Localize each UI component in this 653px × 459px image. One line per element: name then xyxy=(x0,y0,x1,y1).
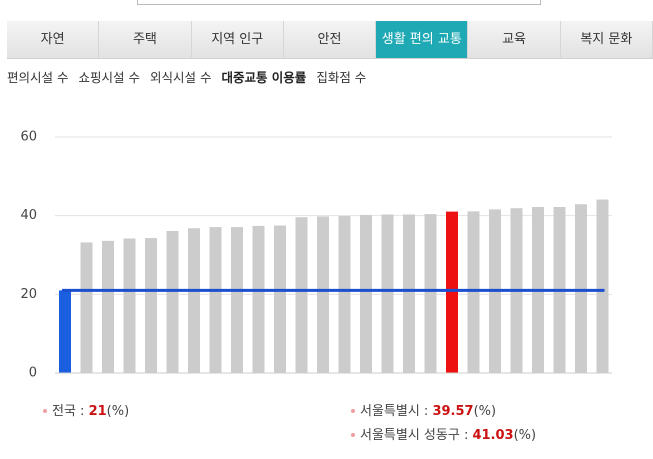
bar xyxy=(59,290,71,373)
legend-value: 41.03 xyxy=(472,428,513,443)
tab[interactable]: 지역 인구 xyxy=(192,21,284,58)
legend-value: 39.57 xyxy=(432,404,473,419)
bar xyxy=(295,217,308,373)
legend-unit: (%) xyxy=(514,428,537,443)
y-tick-label: 40 xyxy=(20,208,37,223)
legend-bullet xyxy=(43,409,47,413)
bar xyxy=(188,228,200,373)
tab[interactable]: 생활 편의 교통 xyxy=(376,21,469,58)
sub-tab[interactable]: 대중교통 이용률 xyxy=(221,70,307,85)
bar xyxy=(231,227,243,373)
bar xyxy=(102,240,114,373)
sub-tab-bar: 편의시설 수 쇼핑시설 수 외식시설 수 대중교통 이용률 집화점 수 xyxy=(7,67,366,86)
legend-bullet xyxy=(351,409,355,413)
bar xyxy=(209,227,222,373)
bar xyxy=(446,211,458,373)
tab[interactable]: 복지 문화 xyxy=(561,21,653,58)
top-box xyxy=(137,0,541,5)
legend-entry: 서울특별시 성동구 : 41.03(%) xyxy=(360,428,536,443)
tab[interactable]: 교육 xyxy=(468,21,561,58)
bar xyxy=(338,216,351,373)
y-tick-label: 0 xyxy=(29,366,37,381)
sub-tab[interactable]: 편의시설 수 xyxy=(7,70,69,85)
bar xyxy=(80,242,93,373)
bar xyxy=(317,216,329,373)
tab[interactable]: 자연 xyxy=(7,21,100,58)
y-tick-label: 60 xyxy=(20,130,37,145)
tab-bar: 자연 주택 지역 인구 안전 생활 편의 교통 교육 복지 문화 xyxy=(7,21,653,59)
legend-label: 서울특별시 성동구 : xyxy=(360,428,472,443)
bar xyxy=(467,211,480,373)
bar xyxy=(252,225,265,373)
legend-entry: 전국 : 21(%) xyxy=(52,404,129,419)
bar xyxy=(381,214,394,373)
legend-unit: (%) xyxy=(107,404,130,419)
sub-tab[interactable]: 쇼핑시설 수 xyxy=(78,70,140,85)
bar xyxy=(274,225,286,373)
bar xyxy=(403,214,415,373)
y-tick-label: 20 xyxy=(20,287,37,302)
legend-unit: (%) xyxy=(474,404,497,419)
legend-bullet xyxy=(351,433,355,437)
tab[interactable]: 주택 xyxy=(99,21,192,58)
bar xyxy=(166,231,179,373)
bar xyxy=(360,214,372,373)
tab[interactable]: 안전 xyxy=(284,21,377,58)
bar xyxy=(575,204,587,373)
bar xyxy=(145,238,157,373)
legend-entry: 서울특별시 : 39.57(%) xyxy=(360,404,496,419)
bar xyxy=(424,214,437,373)
sub-tab[interactable]: 외식시설 수 xyxy=(149,70,212,85)
legend-label: 전국 : xyxy=(52,404,89,419)
bar xyxy=(123,238,136,373)
legend-label: 서울특별시 : xyxy=(360,404,432,419)
legend-value: 21 xyxy=(89,404,107,419)
sub-tab[interactable]: 집화점 수 xyxy=(316,70,367,85)
bar xyxy=(596,199,609,373)
